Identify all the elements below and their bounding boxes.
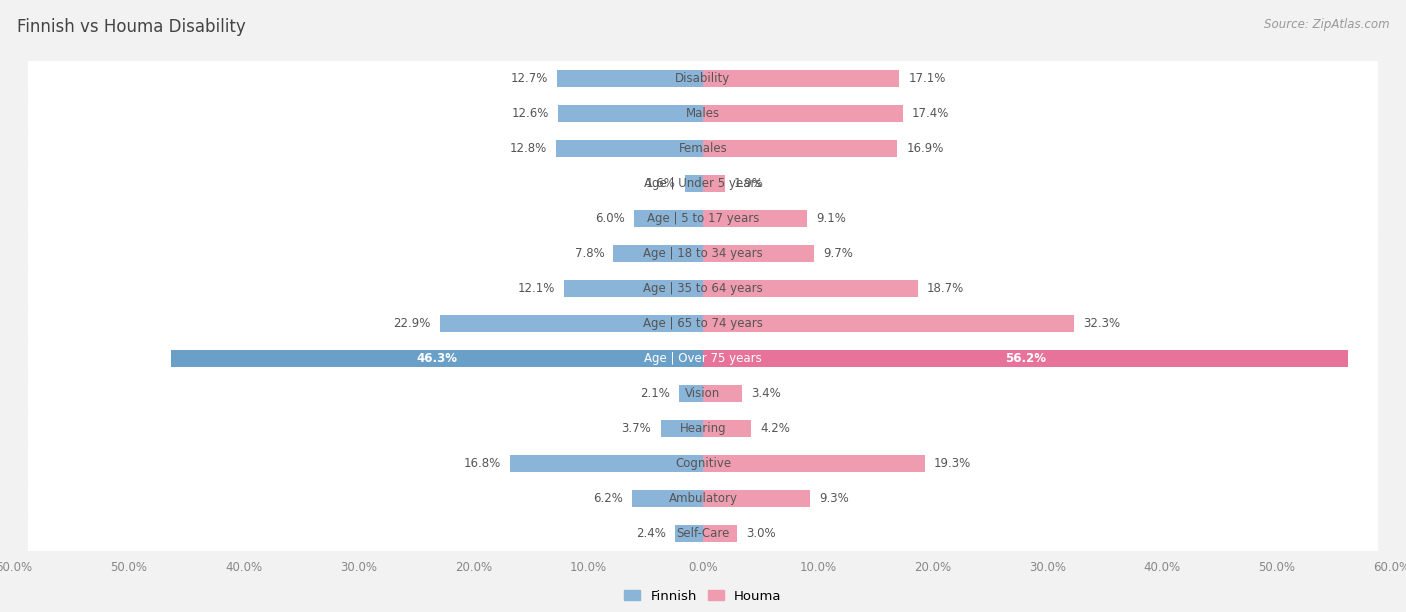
Bar bbox=[557, 70, 703, 87]
Bar bbox=[510, 455, 703, 472]
Text: 56.2%: 56.2% bbox=[1005, 352, 1046, 365]
Bar bbox=[703, 420, 751, 437]
Text: Finnish vs Houma Disability: Finnish vs Houma Disability bbox=[17, 18, 246, 36]
Bar bbox=[564, 280, 703, 297]
Text: Ambulatory: Ambulatory bbox=[668, 492, 738, 505]
Text: Age | Under 5 years: Age | Under 5 years bbox=[644, 177, 762, 190]
Text: 46.3%: 46.3% bbox=[416, 352, 458, 365]
Bar bbox=[679, 385, 703, 402]
Text: 16.8%: 16.8% bbox=[464, 457, 501, 470]
Bar bbox=[675, 525, 703, 542]
Text: 16.9%: 16.9% bbox=[907, 142, 943, 155]
Text: 18.7%: 18.7% bbox=[927, 282, 965, 295]
Text: 12.8%: 12.8% bbox=[509, 142, 547, 155]
Text: 3.0%: 3.0% bbox=[747, 527, 776, 540]
Bar bbox=[703, 350, 1348, 367]
FancyBboxPatch shape bbox=[28, 369, 1378, 417]
Text: 19.3%: 19.3% bbox=[934, 457, 972, 470]
Text: 9.3%: 9.3% bbox=[818, 492, 849, 505]
Bar bbox=[613, 245, 703, 262]
Text: Age | 65 to 74 years: Age | 65 to 74 years bbox=[643, 317, 763, 330]
Text: 9.7%: 9.7% bbox=[824, 247, 853, 260]
FancyBboxPatch shape bbox=[28, 474, 1378, 523]
FancyBboxPatch shape bbox=[28, 264, 1378, 313]
Bar bbox=[703, 210, 807, 227]
FancyBboxPatch shape bbox=[28, 195, 1378, 243]
FancyBboxPatch shape bbox=[28, 299, 1378, 348]
Text: Age | 5 to 17 years: Age | 5 to 17 years bbox=[647, 212, 759, 225]
Text: 2.4%: 2.4% bbox=[637, 527, 666, 540]
Text: 2.1%: 2.1% bbox=[640, 387, 669, 400]
Bar bbox=[703, 490, 810, 507]
Bar bbox=[703, 245, 814, 262]
Text: Vision: Vision bbox=[685, 387, 721, 400]
Text: 3.7%: 3.7% bbox=[621, 422, 651, 435]
Bar bbox=[703, 525, 738, 542]
Text: 12.7%: 12.7% bbox=[510, 72, 548, 85]
Text: Cognitive: Cognitive bbox=[675, 457, 731, 470]
FancyBboxPatch shape bbox=[28, 439, 1378, 488]
FancyBboxPatch shape bbox=[28, 160, 1378, 207]
Text: 12.1%: 12.1% bbox=[517, 282, 555, 295]
FancyBboxPatch shape bbox=[28, 89, 1378, 138]
Text: 6.2%: 6.2% bbox=[593, 492, 623, 505]
Bar bbox=[172, 350, 703, 367]
Bar bbox=[440, 315, 703, 332]
Text: Source: ZipAtlas.com: Source: ZipAtlas.com bbox=[1264, 18, 1389, 31]
Text: Hearing: Hearing bbox=[679, 422, 727, 435]
Text: Self-Care: Self-Care bbox=[676, 527, 730, 540]
Text: Age | 18 to 34 years: Age | 18 to 34 years bbox=[643, 247, 763, 260]
FancyBboxPatch shape bbox=[28, 334, 1378, 382]
Text: 17.1%: 17.1% bbox=[908, 72, 946, 85]
Text: 32.3%: 32.3% bbox=[1083, 317, 1121, 330]
Text: Males: Males bbox=[686, 107, 720, 120]
FancyBboxPatch shape bbox=[28, 54, 1378, 103]
Text: 6.0%: 6.0% bbox=[595, 212, 624, 225]
Text: 1.6%: 1.6% bbox=[645, 177, 675, 190]
Text: 7.8%: 7.8% bbox=[575, 247, 605, 260]
Legend: Finnish, Houma: Finnish, Houma bbox=[619, 584, 787, 608]
FancyBboxPatch shape bbox=[28, 124, 1378, 173]
Bar bbox=[555, 140, 703, 157]
Text: 3.4%: 3.4% bbox=[751, 387, 780, 400]
Text: Disability: Disability bbox=[675, 72, 731, 85]
Bar bbox=[631, 490, 703, 507]
Text: 12.6%: 12.6% bbox=[512, 107, 550, 120]
Text: Age | 35 to 64 years: Age | 35 to 64 years bbox=[643, 282, 763, 295]
Bar bbox=[558, 105, 703, 122]
Bar bbox=[703, 140, 897, 157]
Text: 9.1%: 9.1% bbox=[817, 212, 846, 225]
Bar bbox=[703, 280, 918, 297]
Bar bbox=[685, 175, 703, 192]
FancyBboxPatch shape bbox=[28, 509, 1378, 558]
Bar bbox=[634, 210, 703, 227]
Bar bbox=[703, 70, 900, 87]
Bar bbox=[661, 420, 703, 437]
Bar bbox=[703, 315, 1074, 332]
Bar bbox=[703, 385, 742, 402]
Text: Females: Females bbox=[679, 142, 727, 155]
Bar bbox=[703, 455, 925, 472]
FancyBboxPatch shape bbox=[28, 230, 1378, 278]
Text: 4.2%: 4.2% bbox=[761, 422, 790, 435]
Text: Age | Over 75 years: Age | Over 75 years bbox=[644, 352, 762, 365]
FancyBboxPatch shape bbox=[28, 405, 1378, 452]
Text: 17.4%: 17.4% bbox=[912, 107, 949, 120]
Bar bbox=[703, 175, 725, 192]
Bar bbox=[703, 105, 903, 122]
Text: 22.9%: 22.9% bbox=[394, 317, 430, 330]
Text: 1.9%: 1.9% bbox=[734, 177, 763, 190]
